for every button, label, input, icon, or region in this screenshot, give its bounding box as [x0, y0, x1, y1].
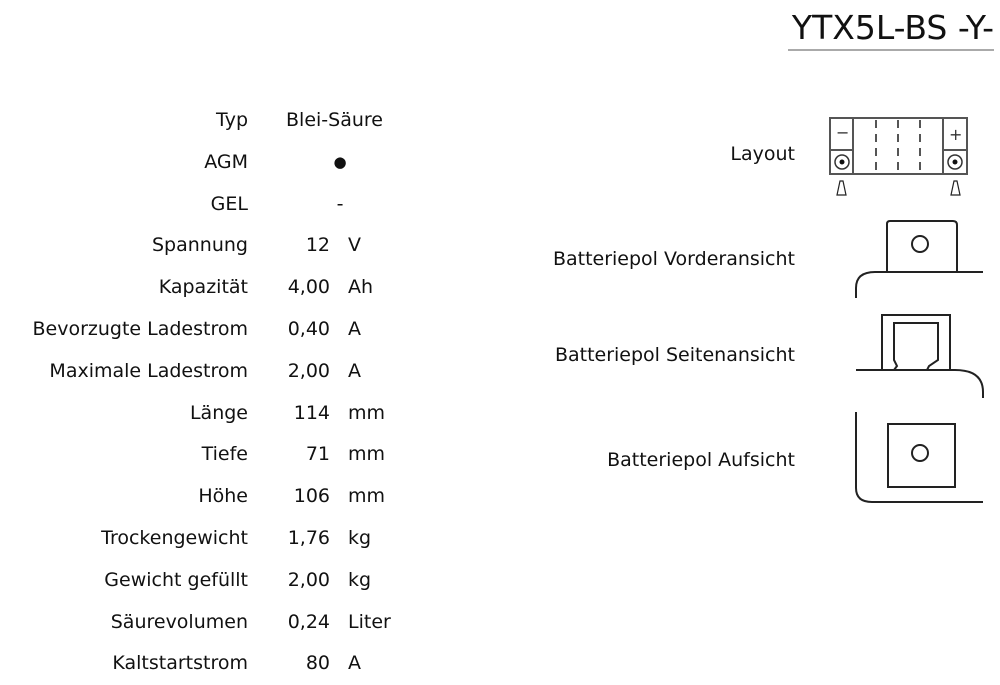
spec-value: ● — [333, 152, 347, 171]
spec-value: 71 — [305, 443, 330, 466]
spec-value: - — [336, 192, 344, 215]
product-title: YTX5L-BS -Y- — [788, 8, 994, 51]
spec-label: Kaltstartstrom — [112, 652, 248, 675]
spec-label: AGM — [204, 150, 248, 173]
front-view-pole-icon — [855, 220, 983, 298]
spec-unit: mm — [348, 485, 386, 508]
side-view-label: Batteriepol Seitenansicht — [554, 344, 795, 366]
top-view-pole-icon — [855, 412, 983, 503]
spec-unit: V — [348, 234, 361, 257]
spec-value: 106 — [293, 485, 330, 508]
spec-label: Bevorzugte Ladestrom — [32, 318, 248, 340]
spec-label: Gewicht gefüllt — [104, 568, 248, 591]
spec-value: 0,40 — [287, 318, 330, 340]
spec-label: Kapazität — [158, 276, 248, 299]
spec-label: Säurevolumen — [110, 610, 248, 633]
spec-label: Typ — [216, 109, 248, 131]
spec-unit: kg — [348, 527, 372, 549]
spec-value: 12 — [305, 234, 330, 257]
spec-label: Länge — [189, 401, 248, 424]
spec-unit: A — [348, 359, 361, 382]
spec-value: 80 — [305, 652, 330, 675]
svg-text:−: − — [836, 123, 849, 142]
side-view-pole-icon — [856, 314, 984, 398]
spec-value: 4,00 — [287, 276, 330, 299]
spec-label: Höhe — [198, 485, 248, 508]
spec-unit: A — [348, 652, 361, 675]
spec-unit: mm — [348, 401, 386, 424]
spec-value: 114 — [293, 401, 330, 424]
spec-label: Spannung — [152, 234, 248, 257]
spec-unit: mm — [348, 443, 386, 466]
top-view-label: Batteriepol Aufsicht — [607, 449, 795, 471]
spec-label: Trockengewicht — [101, 527, 248, 549]
spec-label: Tiefe — [201, 443, 248, 466]
spec-value: 1,76 — [287, 527, 330, 549]
spec-unit: A — [348, 318, 361, 340]
spec-label: Maximale Ladestrom — [49, 359, 248, 382]
spec-unit: Ah — [348, 276, 374, 299]
battery-layout-icon: − + — [829, 117, 968, 196]
spec-label: GEL — [210, 192, 248, 215]
spec-value: Blei-Säure — [286, 109, 383, 131]
spec-unit: kg — [348, 568, 372, 591]
spec-value: 2,00 — [287, 568, 330, 591]
spec-value: 2,00 — [287, 359, 330, 382]
front-view-label: Batteriepol Vorderansicht — [552, 248, 795, 270]
spec-unit: Liter — [348, 610, 391, 633]
layout-label: Layout — [730, 143, 795, 165]
svg-text:+: + — [949, 125, 962, 144]
spec-value: 0,24 — [287, 610, 330, 633]
